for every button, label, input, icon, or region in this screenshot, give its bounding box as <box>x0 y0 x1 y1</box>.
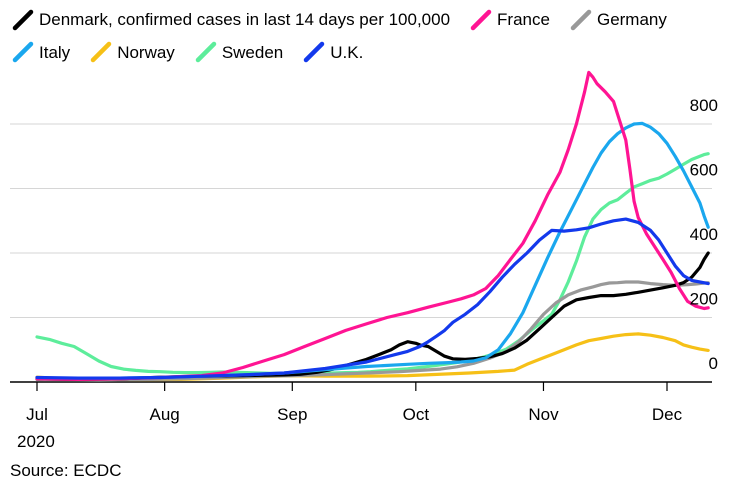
legend-label-italy: Italy <box>39 42 71 62</box>
legend-swatch-norway <box>90 41 112 63</box>
legend-item-denmark: Denmark, confirmed cases in last 14 days… <box>12 6 450 33</box>
series-line-france <box>35 70 710 381</box>
legend-swatch-italy <box>12 41 34 63</box>
legend-item-germany: Germany <box>570 6 667 33</box>
y-tick-label-0: 0 <box>709 354 718 373</box>
legend-swatch-france <box>470 9 492 30</box>
series-line-sweden <box>35 152 710 376</box>
x-tick-label-dec: Dec <box>652 405 683 424</box>
legend-item-u-k: U.K. <box>303 39 363 66</box>
y-tick-label-400: 400 <box>690 225 718 244</box>
y-tick-label-800: 800 <box>690 96 718 115</box>
legend-label-u-k: U.K. <box>330 42 364 62</box>
x-tick-label-nov: Nov <box>528 405 559 424</box>
x-tick-label-aug: Aug <box>150 405 180 424</box>
y-tick-label-600: 600 <box>690 161 718 180</box>
x-axis-ticks: Jul Aug Sep Oct Nov Dec <box>26 382 683 424</box>
legend-label-germany: Germany <box>596 10 667 29</box>
x-tick-label-sep: Sep <box>277 405 307 424</box>
x-tick-label-jul: Jul <box>26 405 48 424</box>
legend-swatch-sweden <box>195 41 217 63</box>
legend-swatch-denmark <box>12 9 34 30</box>
gridlines <box>10 123 712 383</box>
series-line-italy <box>35 121 710 381</box>
legend-label-norway: Norway <box>117 42 175 62</box>
legend-item-sweden: Sweden <box>195 39 283 66</box>
legend-swatch-u-k <box>304 41 325 63</box>
legend-label-sweden: Sweden <box>221 42 284 62</box>
x-axis-year-label: 2020 <box>17 432 55 451</box>
legend-label-denmark: Denmark, confirmed cases in last 14 days… <box>39 10 451 29</box>
legend-item-norway: Norway <box>90 39 175 66</box>
legend-label-france: France <box>497 10 550 29</box>
x-tick-label-oct: Oct <box>403 405 430 424</box>
legend-item-france: France <box>470 6 550 33</box>
y-tick-label-200: 200 <box>690 290 718 309</box>
series-line-denmark <box>35 251 710 381</box>
legend-item-italy: Italy <box>12 39 70 66</box>
source-note: Source: ECDC <box>10 461 122 480</box>
series-line-u-k <box>35 217 710 380</box>
series-lines <box>35 70 710 382</box>
y-axis-ticks: 0 200 400 600 800 <box>690 96 718 373</box>
legend-swatch-germany <box>570 9 592 30</box>
chart-legend: Denmark, confirmed cases in last 14 days… <box>12 6 740 71</box>
